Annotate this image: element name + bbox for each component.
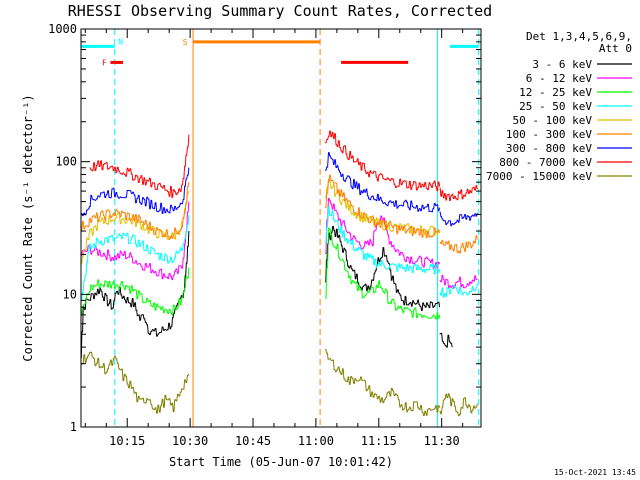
- series-segment: [325, 130, 441, 192]
- legend-entry-label: 6 - 12 keV: [526, 72, 593, 85]
- legend-entry-label: 12 - 25 keV: [519, 86, 592, 99]
- y-tick-label: 1: [70, 420, 77, 434]
- series-segment: [325, 227, 441, 320]
- series-segment: [325, 349, 441, 416]
- series-line: [81, 225, 453, 367]
- legend-entry-label: 100 - 300 keV: [506, 128, 592, 141]
- x-axis: 10:15 10:30 10:45 11:00 11:15 11:30: [84, 29, 464, 448]
- legend-entry-label: 7000 - 15000 keV: [486, 170, 592, 183]
- series-segment: [89, 134, 190, 198]
- series-segment: [439, 211, 478, 227]
- series-segment: [81, 214, 190, 314]
- mode-bar-label: N: [118, 37, 123, 46]
- legend-entry-label: 800 - 7000 keV: [499, 156, 592, 169]
- mode-bar-label: F: [102, 58, 107, 67]
- series-segment: [81, 167, 190, 221]
- series-segment: [81, 230, 190, 367]
- mode-bar-label: S: [183, 38, 188, 47]
- series-segment: [439, 185, 478, 201]
- y-tick-label: 10: [63, 287, 77, 301]
- series-segment: [81, 267, 190, 316]
- series-segment: [325, 225, 441, 311]
- x-tick-label: 11:00: [298, 434, 334, 448]
- series-line: [89, 130, 478, 201]
- legend-entry-label: 25 - 50 keV: [519, 100, 592, 113]
- footer-date: 15-Oct-2021 13:45: [554, 468, 636, 477]
- x-tick-label: 10:45: [235, 434, 271, 448]
- series-segment: [439, 274, 478, 289]
- series-segment: [439, 393, 478, 417]
- series-segment: [439, 235, 478, 254]
- series-segment: [325, 206, 441, 275]
- series-segment: [439, 332, 453, 348]
- marker-label-layer: N S F: [102, 37, 188, 67]
- y-axis: 1 10 100 1000: [48, 22, 481, 434]
- series-line: [81, 227, 441, 320]
- legend-header-line-2: Att 0: [599, 42, 632, 55]
- x-tick-label: 10:15: [109, 434, 145, 448]
- x-tick-label: 10:30: [172, 434, 208, 448]
- series-segment: [81, 351, 190, 414]
- series-segment: [325, 198, 441, 270]
- legend-header-line-1: Det 1,3,4,5,6,9,: [526, 30, 632, 43]
- series-segment: [439, 283, 478, 298]
- legend-entry-label: 300 - 800 keV: [506, 142, 592, 155]
- series-line: [81, 206, 478, 314]
- plot-frame: [80, 28, 482, 428]
- series-segment: [325, 178, 441, 236]
- y-tick-label: 100: [55, 155, 77, 169]
- x-tick-label: 11:15: [361, 434, 397, 448]
- chart-title: RHESSI Observing Summary Count Rates, Co…: [68, 2, 492, 20]
- series-line: [81, 349, 478, 417]
- x-tick-label: 11:30: [424, 434, 460, 448]
- legend-entry-label: 3 - 6 keV: [532, 58, 592, 71]
- series-segment: [81, 201, 190, 281]
- marker-layer: [81, 29, 480, 427]
- legend-entry-label: 50 - 100 keV: [513, 114, 593, 127]
- series-layer: [81, 130, 478, 417]
- series-line: [81, 174, 478, 254]
- y-tick-label: 1000: [48, 22, 77, 36]
- y-axis-label: Corrected Count Rate (s⁻¹ detector⁻¹): [21, 94, 35, 361]
- series-segment: [325, 152, 441, 213]
- series-line: [81, 198, 478, 289]
- series-segment: [325, 174, 441, 239]
- series-segment: [81, 182, 190, 240]
- series-line: [81, 152, 478, 227]
- x-axis-label: Start Time (05-Jun-07 10:01:42): [169, 455, 393, 469]
